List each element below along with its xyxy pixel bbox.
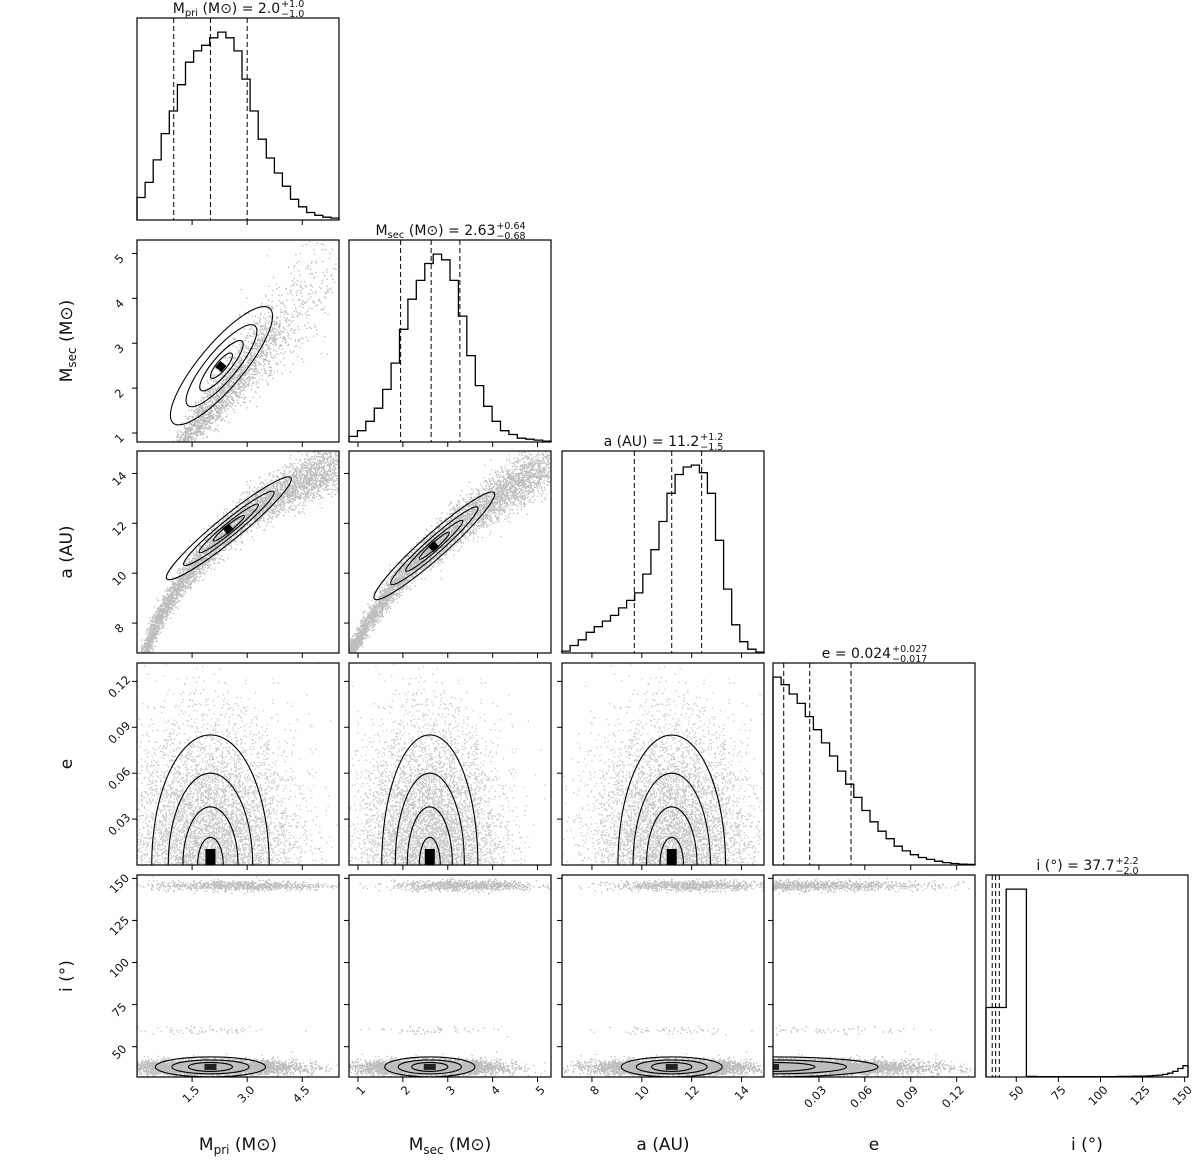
x-axis-label-a: a (AU)	[636, 1135, 689, 1155]
scatter-points	[773, 877, 1069, 1080]
y-tick-label-i: 75	[109, 1000, 129, 1020]
x-tick-label-a: 8	[587, 1083, 602, 1098]
panel-frame	[562, 451, 764, 653]
y-tick-label-msec: 5	[112, 251, 127, 266]
x-tick-label-msec: 4	[488, 1083, 503, 1098]
panel-frame	[773, 875, 975, 1077]
x-tick-label-msec: 5	[533, 1083, 548, 1098]
x-tick-label-i: 125	[1127, 1083, 1152, 1108]
histogram-title-i: i (°) = 37.7	[1036, 858, 1114, 874]
scatter-points	[313, 578, 580, 866]
density-peak	[667, 849, 677, 865]
y-tick-label-i: 50	[109, 1042, 129, 1062]
y-tick-label-e: 0.12	[105, 673, 133, 701]
y-tick-label-e: 0.03	[105, 810, 133, 838]
scatter-panel-a-vs-mpri	[137, 432, 370, 658]
scatter-points	[313, 877, 582, 1081]
x-axis-label-e: e	[869, 1135, 879, 1155]
histogram-title-e: e = 0.024	[822, 646, 891, 662]
histogram-steps-e	[773, 677, 975, 865]
scatter-points	[138, 432, 370, 658]
panel-frame	[562, 875, 764, 1077]
density-peak	[425, 849, 435, 865]
density-peak	[215, 361, 226, 372]
title-lower-error: −2.0	[1116, 866, 1139, 877]
panel-frame	[986, 875, 1188, 1077]
histogram-panel-i: i (°) = 37.7 +2.2−2.0	[986, 856, 1188, 1077]
scatter-panel-msec-vs-mpri	[137, 224, 357, 463]
y-axis-label-msec: Msec (M⊙)	[57, 300, 79, 383]
x-axis-label-i: i (°)	[1071, 1135, 1103, 1155]
x-tick-label-e: 0.06	[847, 1083, 875, 1111]
y-tick-label-msec: 2	[112, 386, 127, 401]
scatter-panel-i-vs-a	[541, 875, 866, 1081]
y-tick-label-a: 8	[112, 621, 127, 636]
histogram-steps-a	[562, 465, 764, 653]
panel-frame	[349, 875, 551, 1077]
histogram-title-mpri: Mpri (M⊙) = 2.0	[173, 1, 280, 19]
panel-frame	[773, 663, 975, 865]
x-tick-label-i: 50	[1006, 1083, 1026, 1103]
y-axis-label-a: a (AU)	[57, 525, 77, 578]
x-tick-label-mpri: 3.0	[235, 1083, 258, 1106]
x-tick-label-msec: 3	[443, 1083, 458, 1098]
scatter-panel-e-vs-msec	[313, 578, 580, 866]
x-tick-label-a: 10	[632, 1083, 652, 1103]
density-peak	[666, 1064, 678, 1070]
histogram-panel-mpri: Mpri (M⊙) = 2.0 +1.0−1.0	[137, 0, 339, 220]
scatter-panel-e-vs-a	[541, 578, 839, 866]
x-tick-label-e: 0.09	[893, 1083, 921, 1111]
y-tick-label-msec: 3	[112, 341, 127, 356]
y-tick-label-i: 125	[107, 913, 132, 938]
density-peak	[204, 1064, 216, 1070]
histogram-panel-a: a (AU) = 11.2 +1.2−1.5	[562, 432, 764, 653]
x-tick-label-i: 150	[1169, 1083, 1194, 1108]
x-tick-label-i: 100	[1085, 1083, 1110, 1108]
scatter-points	[541, 878, 866, 1081]
title-lower-error: −0.68	[496, 231, 525, 242]
y-tick-label-a: 14	[109, 469, 129, 489]
x-tick-label-msec: 2	[398, 1083, 413, 1098]
y-tick-label-msec: 1	[112, 431, 127, 446]
title-lower-error: −1.5	[700, 442, 723, 453]
histogram-panel-msec: Msec (M⊙) = 2.63 +0.64−0.68	[349, 221, 551, 442]
x-tick-label-msec: 1	[353, 1083, 368, 1098]
x-axis-label-mpri: Mpri (M⊙)	[199, 1135, 277, 1157]
title-lower-error: −1.0	[281, 9, 304, 20]
density-peak	[424, 1064, 436, 1070]
x-tick-label-mpri: 1.5	[180, 1083, 203, 1106]
histogram-steps-i	[986, 889, 1188, 1077]
x-axis-label-msec: Msec (M⊙)	[409, 1135, 492, 1157]
scatter-panel-a-vs-msec	[344, 437, 576, 658]
y-tick-label-i: 150	[107, 871, 132, 896]
scatter-points	[344, 437, 576, 658]
x-tick-label-a: 14	[732, 1083, 752, 1103]
y-tick-label-e: 0.09	[105, 719, 133, 747]
density-peak	[205, 849, 215, 865]
histogram-panel-e: e = 0.024 +0.027−0.017	[773, 644, 975, 865]
x-tick-label-mpri: 4.5	[290, 1083, 313, 1106]
x-tick-label-i: 75	[1048, 1083, 1068, 1103]
x-tick-label-a: 12	[682, 1083, 702, 1103]
scatter-panel-i-vs-msec	[313, 875, 582, 1081]
scatter-points	[541, 578, 839, 866]
histogram-title-a: a (AU) = 11.2	[604, 434, 700, 450]
y-axis-label-e: e	[57, 759, 77, 769]
x-tick-label-e: 0.03	[801, 1083, 829, 1111]
y-tick-label-i: 100	[107, 955, 132, 980]
histogram-steps-msec	[349, 254, 551, 442]
x-tick-label-e: 0.12	[939, 1083, 967, 1111]
panel-frame	[137, 18, 339, 220]
panel-frame	[137, 875, 339, 1077]
y-tick-label-e: 0.06	[105, 764, 133, 792]
histogram-title-msec: Msec (M⊙) = 2.63	[375, 223, 495, 241]
y-axis-label-i: i (°)	[57, 960, 77, 992]
scatter-panel-i-vs-e	[668, 875, 1069, 1081]
title-lower-error: −0.017	[892, 654, 927, 665]
y-tick-label-msec: 4	[112, 296, 127, 311]
y-tick-label-a: 12	[109, 518, 129, 538]
histogram-steps-mpri	[137, 32, 339, 220]
y-tick-label-a: 10	[109, 568, 129, 588]
